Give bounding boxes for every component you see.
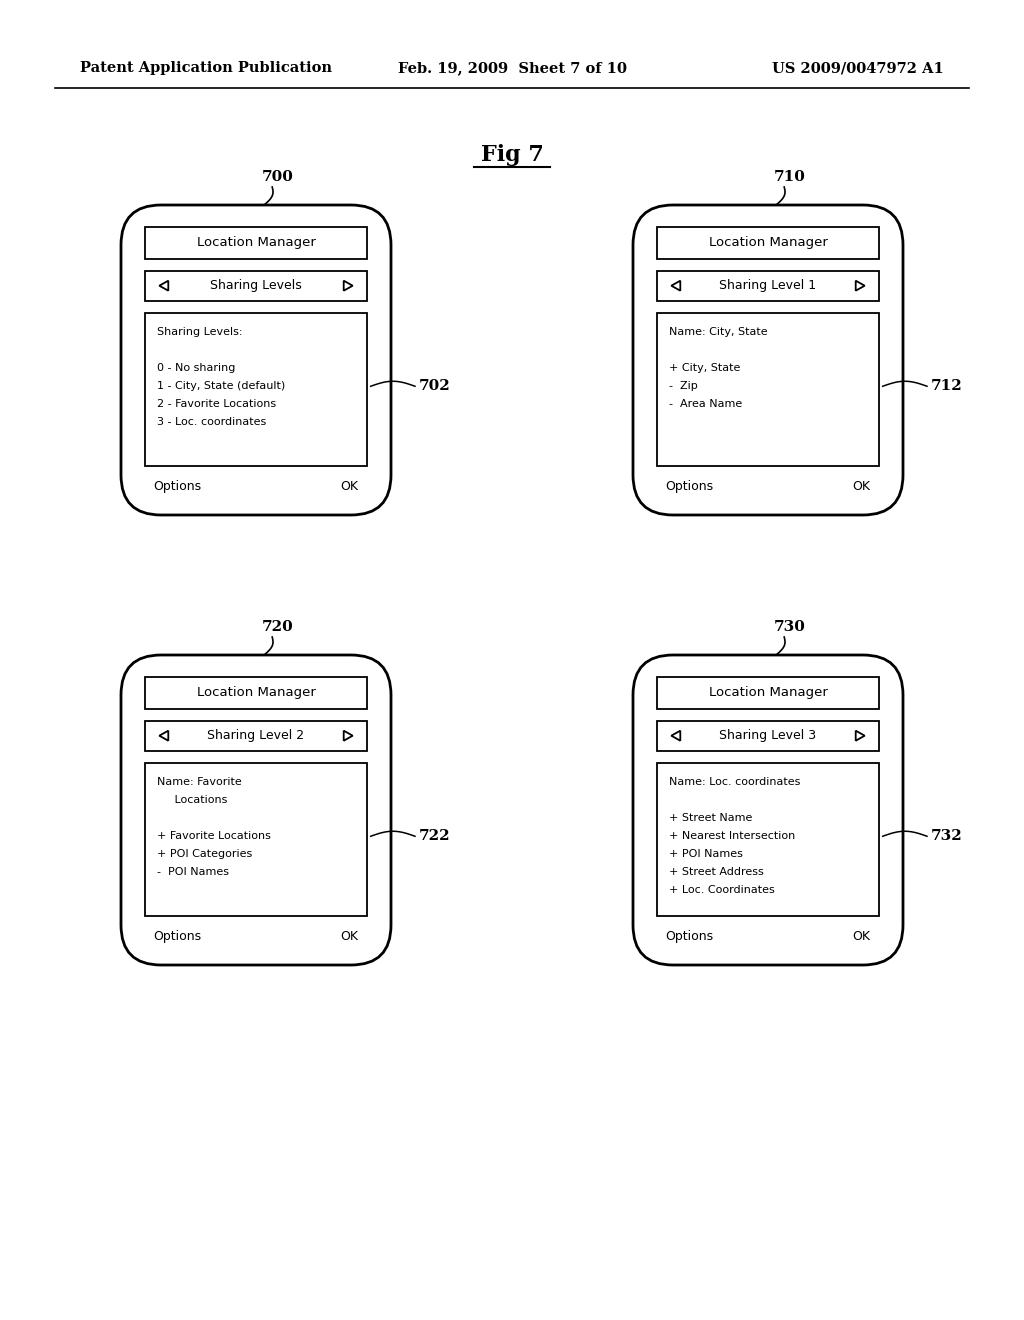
FancyBboxPatch shape <box>657 271 879 301</box>
Text: Fig 7: Fig 7 <box>480 144 544 166</box>
Text: Name: Loc. coordinates: Name: Loc. coordinates <box>670 776 801 787</box>
Text: 732: 732 <box>931 829 963 843</box>
Text: 702: 702 <box>419 379 451 393</box>
Text: Sharing Levels: Sharing Levels <box>210 280 302 292</box>
Text: 730: 730 <box>774 620 806 634</box>
FancyBboxPatch shape <box>633 655 903 965</box>
FancyBboxPatch shape <box>121 655 391 965</box>
Text: 710: 710 <box>774 170 806 183</box>
Text: -  POI Names: - POI Names <box>158 867 229 876</box>
FancyBboxPatch shape <box>657 721 879 751</box>
Text: Location Manager: Location Manager <box>709 686 827 700</box>
Text: + POI Categories: + POI Categories <box>158 849 253 859</box>
Text: 720: 720 <box>262 620 294 634</box>
Text: Patent Application Publication: Patent Application Publication <box>80 61 332 75</box>
Text: 3 - Loc. coordinates: 3 - Loc. coordinates <box>158 417 266 426</box>
Text: Options: Options <box>666 480 714 494</box>
FancyBboxPatch shape <box>633 205 903 515</box>
Text: Options: Options <box>666 931 714 944</box>
Text: + POI Names: + POI Names <box>670 849 743 859</box>
FancyBboxPatch shape <box>657 677 879 709</box>
Text: Name: Favorite: Name: Favorite <box>158 776 242 787</box>
FancyBboxPatch shape <box>657 763 879 916</box>
Text: Feb. 19, 2009  Sheet 7 of 10: Feb. 19, 2009 Sheet 7 of 10 <box>397 61 627 75</box>
Text: Sharing Level 1: Sharing Level 1 <box>720 280 816 292</box>
Text: 722: 722 <box>419 829 451 843</box>
Text: + City, State: + City, State <box>670 363 740 372</box>
Text: Location Manager: Location Manager <box>197 686 315 700</box>
Text: Options: Options <box>154 931 202 944</box>
Text: Locations: Locations <box>158 795 227 805</box>
Text: OK: OK <box>341 480 358 494</box>
Text: 1 - City, State (default): 1 - City, State (default) <box>158 380 286 391</box>
FancyBboxPatch shape <box>145 227 367 259</box>
Text: + Street Address: + Street Address <box>670 867 764 876</box>
FancyBboxPatch shape <box>145 271 367 301</box>
Text: + Street Name: + Street Name <box>670 813 753 822</box>
Text: -  Zip: - Zip <box>670 380 698 391</box>
Text: OK: OK <box>853 480 870 494</box>
Text: Sharing Level 2: Sharing Level 2 <box>208 729 304 742</box>
Text: Sharing Level 3: Sharing Level 3 <box>720 729 816 742</box>
Text: + Favorite Locations: + Favorite Locations <box>158 830 271 841</box>
FancyBboxPatch shape <box>145 763 367 916</box>
FancyBboxPatch shape <box>657 313 879 466</box>
Text: Options: Options <box>154 480 202 494</box>
Text: -  Area Name: - Area Name <box>670 399 742 409</box>
FancyBboxPatch shape <box>657 227 879 259</box>
FancyBboxPatch shape <box>145 677 367 709</box>
Text: Name: City, State: Name: City, State <box>670 327 768 337</box>
Text: Sharing Levels:: Sharing Levels: <box>158 327 243 337</box>
Text: Location Manager: Location Manager <box>709 236 827 249</box>
Text: 0 - No sharing: 0 - No sharing <box>158 363 236 372</box>
Text: US 2009/0047972 A1: US 2009/0047972 A1 <box>772 61 944 75</box>
Text: + Loc. Coordinates: + Loc. Coordinates <box>670 884 775 895</box>
Text: 700: 700 <box>262 170 294 183</box>
FancyBboxPatch shape <box>121 205 391 515</box>
FancyBboxPatch shape <box>145 313 367 466</box>
Text: OK: OK <box>853 931 870 944</box>
Text: 712: 712 <box>931 379 963 393</box>
FancyBboxPatch shape <box>145 721 367 751</box>
Text: Location Manager: Location Manager <box>197 236 315 249</box>
Text: OK: OK <box>341 931 358 944</box>
Text: + Nearest Intersection: + Nearest Intersection <box>670 830 796 841</box>
Text: 2 - Favorite Locations: 2 - Favorite Locations <box>158 399 276 409</box>
